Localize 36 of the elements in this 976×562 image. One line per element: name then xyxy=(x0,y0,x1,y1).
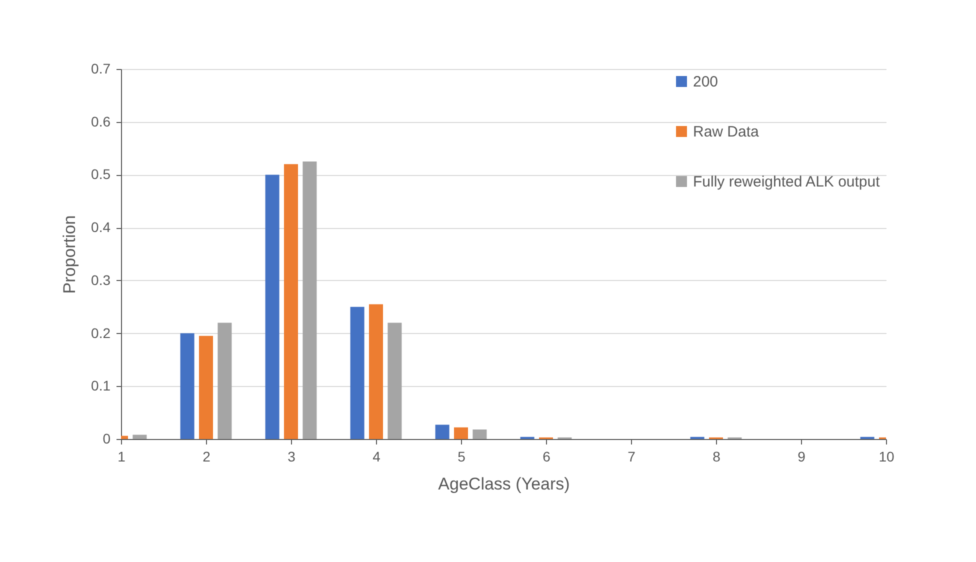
x-tick-label: 8 xyxy=(712,448,721,464)
x-tick-label: 3 xyxy=(288,448,296,464)
bar xyxy=(302,162,317,439)
legend-label: Fully reweighted ALK output xyxy=(693,174,881,190)
y-tick-label: 0 xyxy=(102,430,111,446)
y-tick-label: 0.2 xyxy=(91,324,111,341)
bar xyxy=(435,424,450,439)
bar xyxy=(218,322,232,439)
bar xyxy=(284,164,298,439)
bar xyxy=(388,322,402,439)
bar xyxy=(368,304,384,439)
y-tick-label: 0.5 xyxy=(91,166,111,182)
x-tick-label: 6 xyxy=(542,448,551,464)
bar xyxy=(180,333,194,439)
x-axis-title: AgeClass (Years) xyxy=(438,474,570,494)
x-tick-label: 2 xyxy=(202,448,211,464)
y-tick-label: 0.6 xyxy=(91,113,111,130)
y-axis-title: Proportion xyxy=(60,215,80,294)
y-tick-label: 0.3 xyxy=(91,272,111,288)
x-tick-label: 1 xyxy=(118,448,126,464)
y-tick-label: 0.7 xyxy=(91,60,111,76)
bar xyxy=(350,306,364,439)
y-tick-label: 0.4 xyxy=(91,219,111,236)
x-tick-label: 10 xyxy=(878,448,894,464)
bar xyxy=(198,336,214,439)
bar xyxy=(472,429,487,439)
x-tick-label: 7 xyxy=(628,448,636,464)
bar xyxy=(132,434,147,439)
x-tick-label: 9 xyxy=(798,448,806,464)
legend-label: Raw Data xyxy=(693,124,760,140)
y-tick-label: 0.1 xyxy=(91,378,111,394)
legend-label: 200 xyxy=(693,74,718,90)
x-tick-label: 4 xyxy=(372,448,381,464)
bar xyxy=(265,174,280,439)
x-tick-label: 5 xyxy=(458,448,466,464)
bar xyxy=(454,427,468,439)
